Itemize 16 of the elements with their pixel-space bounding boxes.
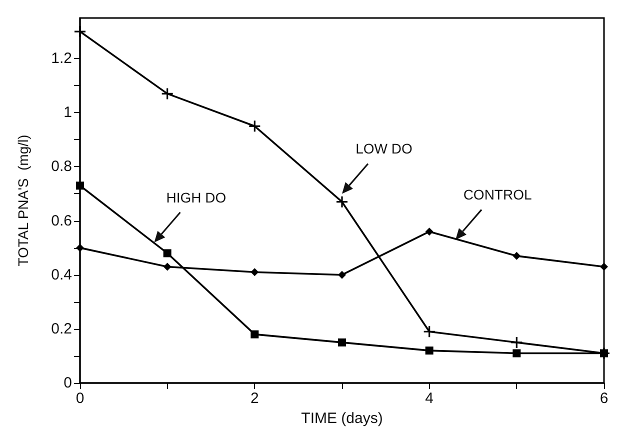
y-tick-label: 0.2: [51, 320, 72, 338]
x-axis-title: TIME (days): [301, 410, 383, 427]
y-tick-label: 1: [64, 104, 72, 122]
annotation: HIGH DO: [166, 189, 226, 206]
y-tick-label: 0.6: [51, 212, 72, 230]
y-tick-label: 1.2: [51, 50, 72, 68]
x-tick-label: 0: [76, 390, 84, 407]
annotation: CONTROL: [463, 186, 532, 203]
y-axis-title: TOTAL PNA'S (mg/l): [15, 134, 31, 266]
x-tick-label: 4: [425, 390, 434, 407]
x-tick-label: 2: [250, 390, 259, 407]
annotation: LOW DO: [356, 140, 412, 157]
y-tick-label: 0.4: [51, 266, 72, 284]
y-tick-label: 0.8: [51, 158, 72, 176]
y-tick-label: 0: [64, 374, 72, 392]
x-tick-label: 6: [600, 390, 608, 407]
